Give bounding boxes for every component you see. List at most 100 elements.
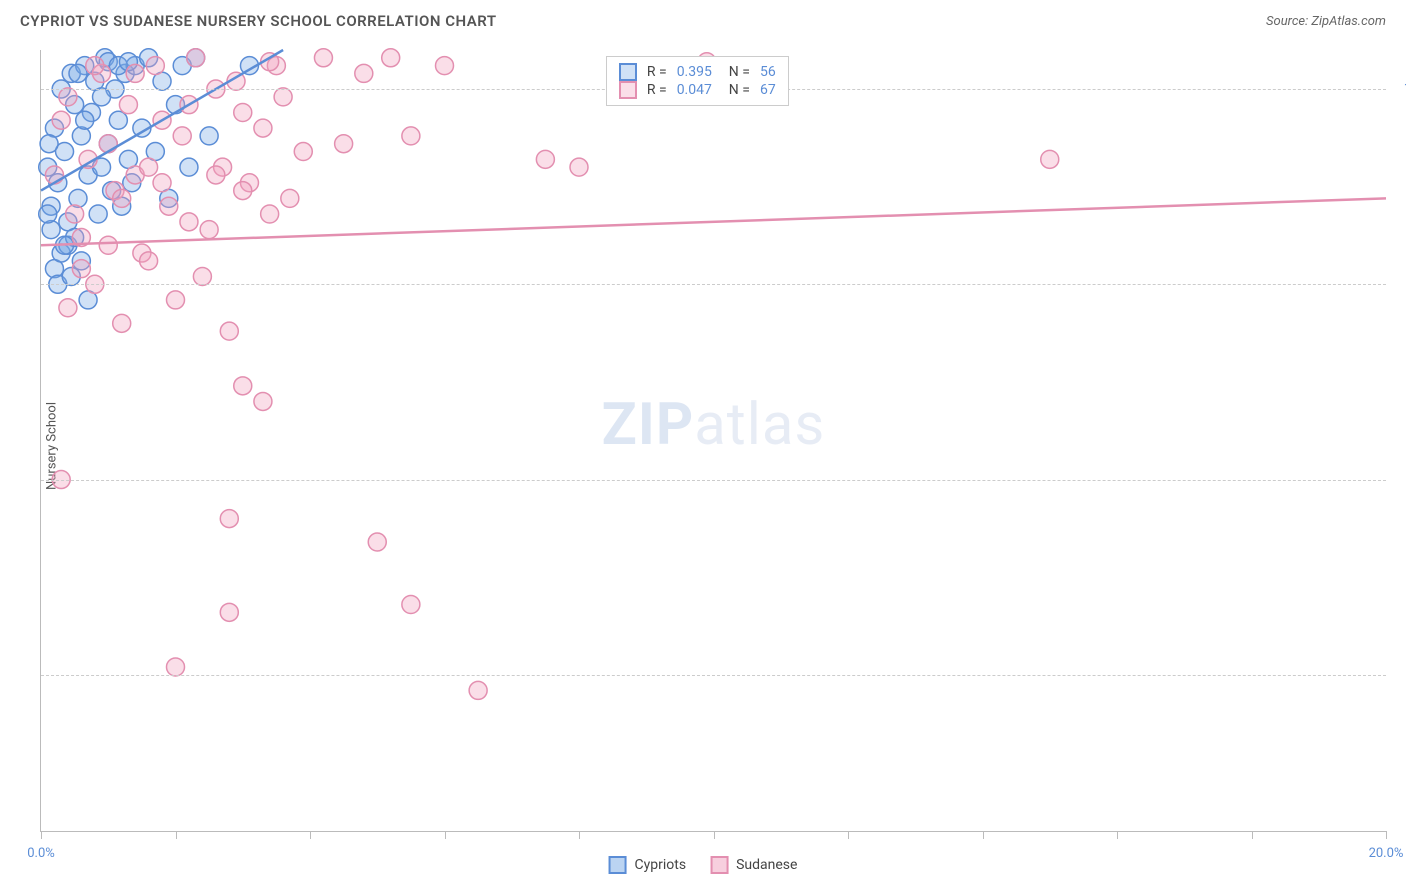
data-point bbox=[180, 158, 198, 176]
data-point bbox=[126, 64, 144, 82]
data-point bbox=[59, 88, 77, 106]
data-point bbox=[93, 88, 111, 106]
data-point bbox=[187, 49, 205, 67]
legend-series: Cypriots Sudanese bbox=[609, 856, 798, 874]
gridline bbox=[41, 284, 1386, 285]
data-point bbox=[382, 49, 400, 67]
data-point bbox=[402, 127, 420, 145]
chart-header: CYPRIOT VS SUDANESE NURSERY SCHOOL CORRE… bbox=[0, 0, 1406, 38]
data-point bbox=[76, 111, 94, 129]
y-tick-label: 95.0% bbox=[1391, 472, 1406, 487]
data-point bbox=[254, 392, 272, 410]
data-point bbox=[193, 267, 211, 285]
x-tick bbox=[1252, 831, 1253, 839]
data-point bbox=[89, 205, 107, 223]
data-point bbox=[109, 111, 127, 129]
legend-swatch bbox=[619, 81, 637, 99]
data-point bbox=[234, 103, 252, 121]
data-point bbox=[69, 64, 87, 82]
x-tick bbox=[1386, 831, 1387, 839]
data-point bbox=[40, 135, 58, 153]
data-point bbox=[402, 596, 420, 614]
legend-correlation: R = 0.395 N = 56 R = 0.047 N = 67 bbox=[606, 56, 789, 106]
data-point bbox=[207, 166, 225, 184]
data-point bbox=[368, 533, 386, 551]
legend-swatch bbox=[619, 63, 637, 81]
data-point bbox=[294, 143, 312, 161]
legend-row: R = 0.047 N = 67 bbox=[619, 81, 776, 99]
x-tick bbox=[1117, 831, 1118, 839]
x-tick bbox=[445, 831, 446, 839]
data-point bbox=[200, 221, 218, 239]
data-point bbox=[140, 158, 158, 176]
data-point bbox=[45, 166, 63, 184]
data-point bbox=[234, 182, 252, 200]
data-point bbox=[314, 49, 332, 67]
data-point bbox=[72, 260, 90, 278]
data-point bbox=[153, 174, 171, 192]
legend-row: R = 0.395 N = 56 bbox=[619, 63, 776, 81]
data-point bbox=[113, 314, 131, 332]
legend-item: Sudanese bbox=[710, 856, 797, 874]
x-tick-label: 20.0% bbox=[1369, 846, 1404, 861]
data-point bbox=[570, 158, 588, 176]
y-tick-label: 92.5% bbox=[1391, 667, 1406, 682]
data-point bbox=[180, 213, 198, 231]
x-tick bbox=[579, 831, 580, 839]
data-point bbox=[281, 189, 299, 207]
data-point bbox=[220, 322, 238, 340]
legend-n-value: 67 bbox=[760, 82, 776, 98]
data-point bbox=[119, 96, 137, 114]
data-point bbox=[99, 135, 117, 153]
data-point bbox=[1041, 150, 1059, 168]
data-point bbox=[99, 236, 117, 254]
data-point bbox=[69, 189, 87, 207]
x-tick bbox=[176, 831, 177, 839]
data-point bbox=[200, 127, 218, 145]
data-point bbox=[72, 127, 90, 145]
plot-area bbox=[41, 50, 1386, 831]
x-tick-label: 0.0% bbox=[27, 846, 55, 861]
legend-n-label: N = bbox=[722, 64, 750, 80]
gridline bbox=[41, 480, 1386, 481]
data-point bbox=[335, 135, 353, 153]
x-tick bbox=[848, 831, 849, 839]
data-point bbox=[167, 291, 185, 309]
legend-r-label: R = bbox=[647, 82, 667, 98]
data-point bbox=[254, 119, 272, 137]
legend-item: Cypriots bbox=[609, 856, 687, 874]
data-point bbox=[536, 150, 554, 168]
data-point bbox=[160, 197, 178, 215]
legend-r-value: 0.395 bbox=[677, 64, 712, 80]
data-point bbox=[86, 57, 104, 75]
legend-swatch bbox=[710, 856, 728, 874]
legend-r-value: 0.047 bbox=[677, 82, 712, 98]
data-point bbox=[42, 221, 60, 239]
chart-source: Source: ZipAtlas.com bbox=[1266, 14, 1386, 29]
data-point bbox=[220, 603, 238, 621]
legend-swatch bbox=[609, 856, 627, 874]
legend-label: Sudanese bbox=[736, 857, 797, 873]
y-tick-label: 97.5% bbox=[1391, 277, 1406, 292]
data-point bbox=[234, 377, 252, 395]
x-tick bbox=[310, 831, 311, 839]
data-point bbox=[167, 658, 185, 676]
data-point bbox=[274, 88, 292, 106]
x-tick bbox=[41, 831, 42, 839]
data-point bbox=[220, 510, 238, 528]
chart-container: ZIPatlas R = 0.395 N = 56 R = 0.047 N = … bbox=[40, 50, 1386, 832]
data-point bbox=[355, 64, 373, 82]
chart-title: CYPRIOT VS SUDANESE NURSERY SCHOOL CORRE… bbox=[20, 12, 497, 30]
y-tick-label: 100.0% bbox=[1391, 82, 1406, 97]
x-tick bbox=[983, 831, 984, 839]
regression-line bbox=[41, 198, 1386, 245]
data-point bbox=[66, 205, 84, 223]
data-point bbox=[173, 127, 191, 145]
data-point bbox=[469, 681, 487, 699]
legend-r-label: R = bbox=[647, 64, 667, 80]
gridline bbox=[41, 675, 1386, 676]
data-point bbox=[140, 252, 158, 270]
legend-n-label: N = bbox=[722, 82, 750, 98]
data-point bbox=[52, 111, 70, 129]
x-tick bbox=[714, 831, 715, 839]
